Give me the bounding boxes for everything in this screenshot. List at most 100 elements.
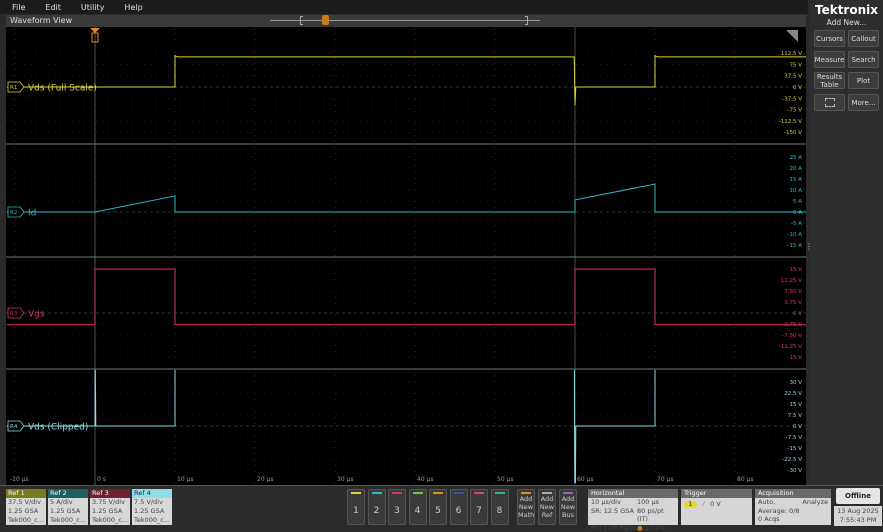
scale-label: 30 V [789, 380, 802, 386]
scale-label: 0 V [793, 424, 802, 430]
menu-edit[interactable]: Edit [45, 3, 61, 12]
channel-label-r4[interactable]: R4 Vds (Clipped) [8, 421, 88, 433]
scale-label: 15 V [789, 402, 802, 408]
scale-label: -5 A [791, 221, 802, 227]
slider-left-bracket[interactable] [300, 16, 303, 25]
scale-label: 10 A [789, 188, 802, 194]
zoom-select-button[interactable] [814, 94, 845, 111]
ref-detail: 3.75 V/div [90, 498, 130, 507]
ref-title: Ref 4 [132, 489, 172, 498]
scale-label: -10 A [788, 232, 803, 238]
slider-right-bracket[interactable] [525, 16, 528, 25]
trigger-title: Trigger [681, 489, 752, 498]
button-color-bar [521, 492, 531, 494]
ref-detail: Tek000_c... [48, 516, 88, 525]
button-label: Add New Bus [560, 495, 576, 519]
scale-label: -15 V [788, 355, 803, 361]
scale-label: -75 V [788, 108, 803, 114]
row: 1⁄0 V [681, 498, 752, 511]
cursors-button[interactable]: Cursors [814, 30, 845, 47]
time-tick-label: 50 µs [497, 476, 514, 483]
rising-edge-icon: ⁄ [703, 500, 704, 509]
analyze-label: Analyze [802, 498, 828, 507]
ref-detail: 1.25 GSA [6, 507, 46, 516]
reference-badge: R1 [10, 85, 17, 91]
menu-utility[interactable]: Utility [81, 3, 105, 12]
scale-label: 7.50 V [784, 289, 802, 295]
time-tick-label: 10 µs [177, 476, 194, 483]
trace-label: Id [28, 209, 36, 219]
scale-label: -150 V [784, 130, 802, 136]
time-tick-label: 60 µs [577, 476, 594, 483]
trace-label: Vds (Clipped) [28, 423, 88, 433]
panel-resize-handle[interactable]: ⋮ [805, 245, 808, 257]
offline-button[interactable]: Offline [836, 488, 880, 504]
measure-button[interactable]: Measure [814, 51, 845, 68]
scale-label: -112.5 V [779, 119, 802, 125]
channel-number: 1 [348, 506, 364, 516]
add-new-bus-button[interactable]: Add New Bus [559, 489, 577, 525]
channel-8-button[interactable]: 8 [491, 489, 509, 525]
search-button[interactable]: Search [848, 51, 879, 68]
record-length: RL: 1.25 Mpts [591, 524, 636, 532]
channel-color-bar [351, 492, 361, 494]
scale-label: 20 A [789, 166, 802, 172]
channel-number: 2 [369, 506, 385, 516]
channel-6-button[interactable]: 6 [450, 489, 468, 525]
trigger-position-thumb[interactable] [322, 15, 329, 25]
button-label: Add New Math [518, 495, 534, 519]
acquisition-count: 0 Acqs [755, 515, 831, 524]
trace-label: Vgs [28, 310, 45, 320]
scale-label: 37.5 V [784, 74, 802, 80]
sample-rate: SR: 12.5 GSA [591, 507, 634, 524]
add-new-math-button[interactable]: Add New Math [517, 489, 535, 525]
scale-label: -22.5 V [782, 457, 802, 463]
ref-title: Ref 2 [48, 489, 88, 498]
more-button[interactable]: More... [848, 94, 879, 111]
add-new-ref-button[interactable]: Add New Ref [538, 489, 556, 525]
waveform-view-header: Waveform View [6, 15, 806, 27]
channel-4-button[interactable]: 4 [409, 489, 427, 525]
reference-badge: R4 [10, 424, 18, 430]
ref-title: Ref 3 [90, 489, 130, 498]
time-tick-label: 80 µs [737, 476, 754, 483]
scale-label: -7.50 V [782, 333, 802, 339]
scale-label: 7.5 V [788, 413, 802, 419]
scale-label: 22.5 V [784, 391, 802, 397]
channel-1-button[interactable]: 1 [347, 489, 365, 525]
ref-detail: 37.5 V/div [6, 498, 46, 507]
menu-help[interactable]: Help [124, 3, 142, 12]
plot-button[interactable]: Plot [848, 72, 879, 89]
acquisition-title: Acquisition [755, 489, 831, 498]
channel-5-button[interactable]: 5 [429, 489, 447, 525]
channel-number: 7 [471, 506, 487, 516]
results-table-button[interactable]: Results Table [814, 72, 845, 89]
right-panel: Tektronix Add New... Cursors Callout Mea… [810, 0, 883, 485]
row: RL: 1.25 Mpts● 11.4% [588, 524, 678, 532]
scale-label: -11.25 V [779, 344, 802, 350]
menu-file[interactable]: File [12, 3, 25, 12]
callout-button[interactable]: Callout [848, 30, 879, 47]
row: Auto,Analyze [755, 498, 831, 507]
channel-color-bar [413, 492, 423, 494]
channel-3-button[interactable]: 3 [388, 489, 406, 525]
zoom-select-icon [825, 98, 835, 107]
menu-bar: File Edit Utility Help [0, 0, 808, 14]
ref-detail: Tek000_c... [6, 516, 46, 525]
channel-7-button[interactable]: 7 [470, 489, 488, 525]
ref-detail: 1.25 GSA [132, 507, 172, 516]
record-view-slider[interactable] [270, 20, 540, 21]
channel-color-bar [454, 492, 464, 494]
trigger-level: 0 V [710, 500, 721, 509]
channel-2-button[interactable]: 2 [368, 489, 386, 525]
channel-color-bar [474, 492, 484, 494]
